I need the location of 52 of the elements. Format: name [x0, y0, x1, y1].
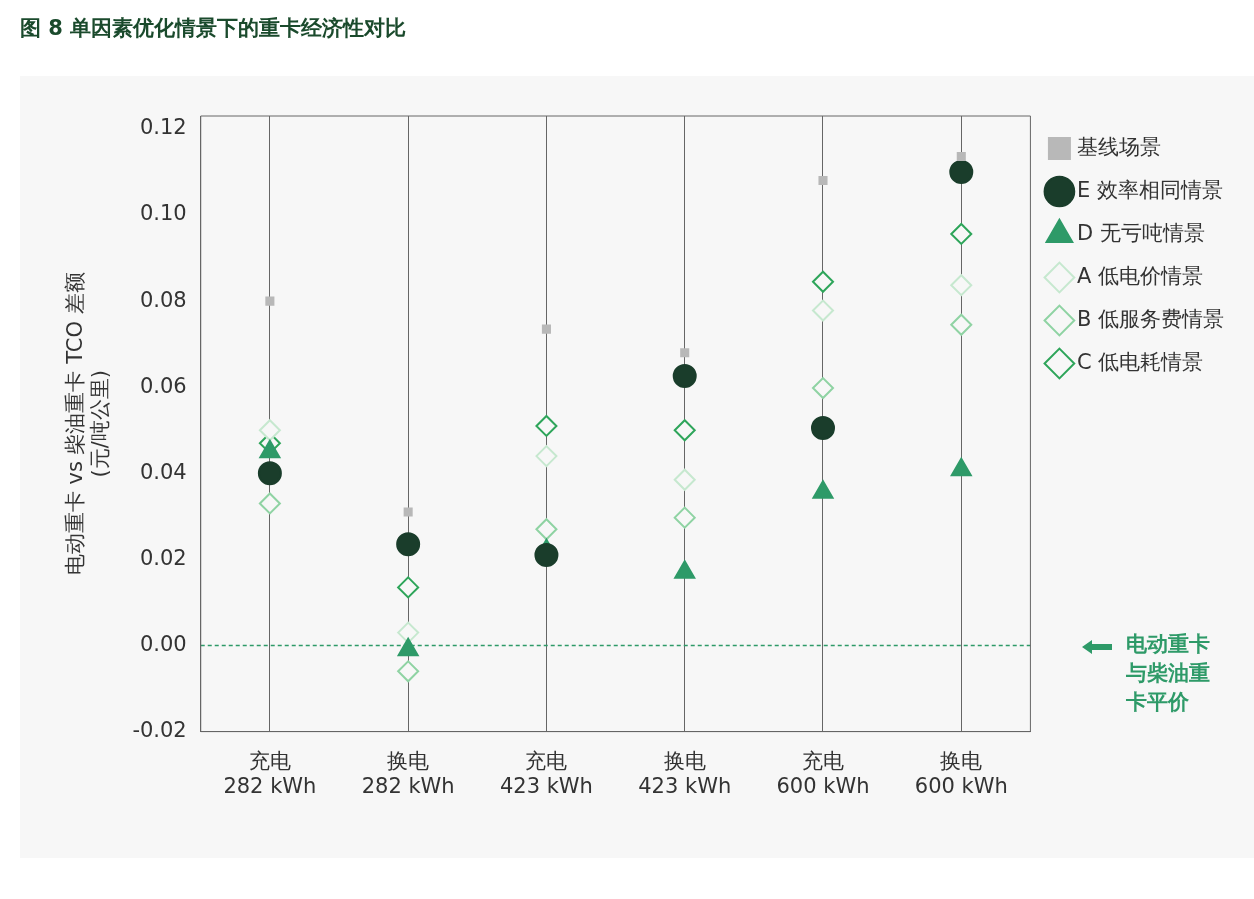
point — [818, 176, 828, 186]
point — [812, 270, 834, 293]
point — [397, 660, 420, 683]
point — [950, 222, 973, 245]
point — [950, 313, 973, 336]
point — [950, 274, 973, 297]
x-tick-label: 充电 600 kWh — [776, 748, 870, 798]
legend-label: 基线场景 — [1076, 134, 1161, 159]
legend-label: A 低电价情景 — [1076, 263, 1203, 288]
point — [673, 419, 696, 442]
point — [534, 543, 559, 568]
point — [541, 324, 551, 334]
point — [673, 506, 696, 529]
point — [396, 532, 421, 557]
point — [535, 518, 558, 541]
y-tick-label: 0.00 — [139, 631, 187, 656]
y-tick-label: 0.12 — [139, 115, 187, 140]
point — [257, 461, 282, 486]
x-tick-label: 换电 282 kWh — [361, 748, 455, 798]
point — [672, 364, 697, 389]
legend-label: B 低服务费情景 — [1076, 306, 1225, 331]
y-axis-title: 电动重卡 vs 柴油重卡 TCO 差额 (元/吨公里) — [63, 272, 113, 576]
y-tick-label: -0.02 — [132, 718, 187, 743]
y-tick-label: 0.08 — [139, 287, 187, 312]
x-tick-label: 换电 600 kWh — [914, 748, 1008, 798]
legend-label: 电动重卡与柴油重卡平价 — [1125, 631, 1211, 714]
point — [258, 492, 281, 515]
point — [403, 507, 413, 517]
point — [397, 621, 420, 644]
point — [397, 576, 420, 599]
chart-title: 图 8 单因素优化情景下的重卡经济性对比 — [20, 15, 407, 42]
y-tick-label: 0.02 — [139, 545, 187, 570]
point — [673, 468, 696, 491]
point — [812, 377, 834, 400]
point — [949, 159, 974, 184]
point — [811, 416, 835, 441]
legend-label: E 效率相同情景 — [1076, 177, 1223, 202]
y-tick-label: 0.10 — [139, 201, 187, 226]
point — [258, 419, 281, 442]
y-tick-label: 0.04 — [139, 459, 187, 484]
legend-label: C 低电耗情景 — [1076, 349, 1204, 374]
y-tick-label: 0.06 — [139, 373, 187, 398]
point — [680, 348, 690, 358]
point — [812, 299, 834, 322]
point — [535, 445, 558, 468]
x-tick-label: 充电 282 kWh — [223, 748, 317, 798]
point — [265, 296, 275, 306]
x-tick-label: 充电 423 kWh — [499, 748, 593, 798]
point — [956, 151, 966, 161]
point — [535, 414, 558, 437]
x-tick-label: 换电 423 kWh — [638, 748, 732, 798]
legend-label: D 无亏吨情景 — [1076, 220, 1205, 245]
